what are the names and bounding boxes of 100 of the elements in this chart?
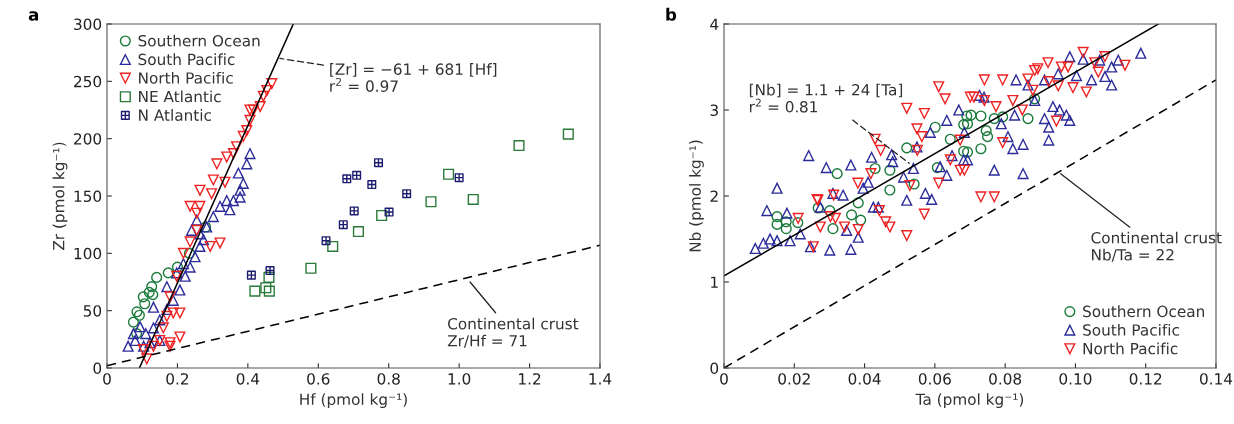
point bbox=[174, 284, 186, 296]
point bbox=[207, 211, 219, 223]
point bbox=[980, 125, 992, 137]
point bbox=[214, 237, 226, 249]
point bbox=[349, 206, 359, 216]
point bbox=[852, 197, 864, 209]
point bbox=[1080, 86, 1092, 98]
point bbox=[961, 110, 973, 122]
point bbox=[918, 208, 930, 220]
point bbox=[965, 109, 977, 121]
y-tick-label: 3 bbox=[710, 104, 718, 117]
point bbox=[467, 193, 479, 205]
point bbox=[958, 119, 970, 131]
legend-label: Southern Ocean bbox=[1083, 305, 1205, 318]
point bbox=[327, 240, 339, 253]
annotation: Continental crust Nb/Ta = 22 bbox=[1091, 231, 1222, 262]
point bbox=[443, 168, 455, 180]
point bbox=[855, 214, 867, 226]
point bbox=[865, 168, 877, 180]
point bbox=[869, 162, 881, 175]
point bbox=[244, 104, 256, 116]
point bbox=[1099, 51, 1111, 63]
point bbox=[968, 91, 980, 103]
point bbox=[954, 164, 966, 176]
point bbox=[214, 200, 226, 212]
point bbox=[824, 211, 837, 223]
x-tick-label: 0.14 bbox=[1200, 373, 1233, 385]
point bbox=[875, 144, 887, 156]
point bbox=[137, 291, 149, 303]
x-tick-label: 1.0 bbox=[448, 373, 471, 385]
point bbox=[939, 93, 951, 105]
point bbox=[184, 236, 196, 248]
point bbox=[352, 225, 364, 238]
point bbox=[792, 212, 804, 224]
point bbox=[174, 307, 186, 319]
point bbox=[916, 131, 928, 143]
point bbox=[179, 270, 191, 282]
point bbox=[234, 191, 246, 203]
point bbox=[211, 158, 223, 170]
point bbox=[129, 334, 141, 347]
point bbox=[869, 133, 881, 145]
point bbox=[265, 266, 275, 276]
x-tick-label: 0.08 bbox=[989, 373, 1022, 385]
point bbox=[204, 240, 216, 253]
x-tick-label: 0.8 bbox=[377, 373, 400, 385]
legend-label: Southern Ocean bbox=[138, 34, 260, 47]
y-tick-label: 0 bbox=[93, 362, 102, 375]
y-axis-title: Zr (pmol kg⁻¹) bbox=[52, 142, 68, 250]
point bbox=[978, 74, 990, 86]
point bbox=[147, 289, 159, 301]
point bbox=[373, 158, 384, 168]
point bbox=[454, 173, 464, 183]
point bbox=[824, 205, 836, 217]
point bbox=[911, 144, 923, 156]
point bbox=[224, 204, 236, 216]
point bbox=[177, 247, 189, 259]
point bbox=[263, 271, 275, 283]
point bbox=[933, 177, 945, 189]
point bbox=[321, 236, 331, 246]
point bbox=[771, 218, 783, 230]
point bbox=[219, 176, 231, 188]
x-tick-label: 0.6 bbox=[307, 373, 330, 385]
point bbox=[177, 258, 189, 270]
point bbox=[167, 307, 179, 319]
point bbox=[197, 234, 210, 246]
point bbox=[997, 74, 1009, 86]
point bbox=[376, 209, 388, 222]
point bbox=[191, 207, 203, 219]
point bbox=[1050, 115, 1063, 127]
point bbox=[918, 107, 930, 119]
point bbox=[975, 143, 987, 155]
point bbox=[254, 101, 266, 113]
point bbox=[1089, 57, 1101, 69]
point bbox=[562, 128, 574, 140]
point bbox=[367, 180, 377, 190]
y-tick-label: 0 bbox=[710, 362, 719, 375]
point bbox=[237, 130, 249, 142]
point bbox=[185, 224, 198, 236]
point bbox=[247, 104, 260, 116]
x-tick-label: 0 bbox=[103, 373, 111, 385]
point bbox=[852, 177, 864, 189]
annotation: Continental crust Zr/Hf = 71 bbox=[447, 317, 579, 348]
point bbox=[1043, 76, 1055, 88]
point bbox=[771, 211, 783, 223]
point bbox=[127, 316, 139, 328]
point bbox=[122, 340, 134, 352]
point bbox=[901, 142, 913, 154]
point bbox=[997, 111, 1009, 123]
point bbox=[191, 224, 203, 236]
point bbox=[831, 168, 843, 180]
point bbox=[191, 214, 203, 226]
point bbox=[249, 285, 261, 297]
y-tick-label: 1 bbox=[711, 276, 718, 288]
point bbox=[954, 134, 966, 146]
point bbox=[194, 228, 206, 240]
point bbox=[139, 298, 151, 310]
y-tick-label: 50 bbox=[83, 305, 102, 317]
point bbox=[1077, 46, 1089, 58]
point bbox=[227, 195, 239, 207]
point bbox=[127, 328, 139, 340]
